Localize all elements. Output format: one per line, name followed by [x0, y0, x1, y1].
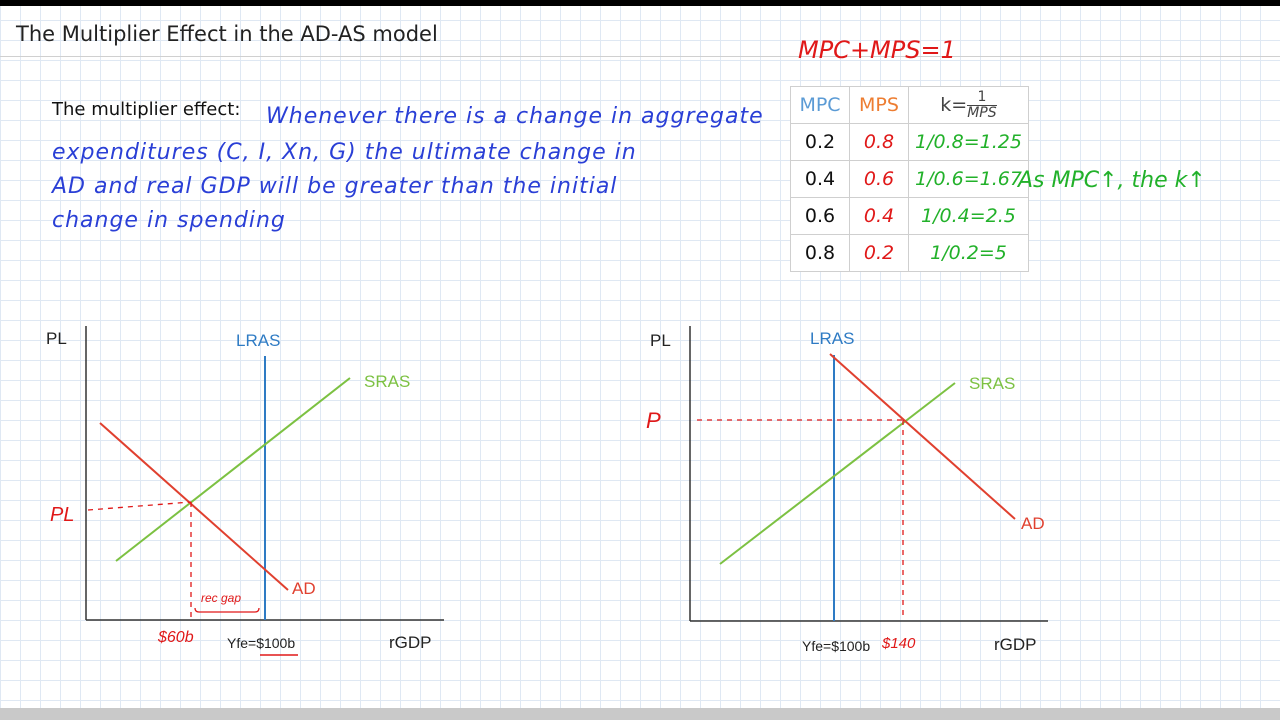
- cell-mpc: 0.2: [790, 123, 850, 161]
- cell-k: 1/0.8=1.25: [908, 123, 1029, 161]
- graph1-yfe-value: $100b: [256, 635, 295, 651]
- mpc-k-note: As MPC↑, the k↑: [1018, 168, 1206, 193]
- graph2-y-label: PL: [650, 331, 671, 350]
- graph1-yfe-prefix: Yfe=: [227, 635, 256, 651]
- graph-expansion: PL rGDP LRAS SRAS AD P Yfe=$100b $140: [646, 326, 1048, 654]
- graph1-sras-label: SRAS: [364, 372, 410, 391]
- graph2-price-mark: P: [646, 408, 661, 433]
- window-top-bar: [0, 0, 1280, 6]
- header-k-numerator: 1: [967, 89, 997, 106]
- graph1-sras-line: [115, 377, 351, 562]
- identity-mpc-mps: MPC+MPS=1: [798, 36, 956, 64]
- definition-line-1: Whenever there is a change in aggregate: [266, 104, 764, 129]
- graph-recessionary: PL rGDP LRAS SRAS AD PL $60b Yfe=$100b r…: [46, 326, 444, 656]
- cell-mpc: 0.6: [790, 197, 850, 235]
- graph1-y-label: PL: [46, 329, 67, 348]
- graph2-ad-line: [829, 353, 1016, 520]
- graph1-gap-brace: [194, 607, 260, 613]
- cell-mps: 0.2: [849, 234, 909, 272]
- table-row: 0.6 0.4 1/0.4=2.5: [790, 197, 1029, 235]
- table-row: 0.8 0.2 1/0.2=5: [790, 234, 1029, 272]
- graph2-ad-label: AD: [1021, 514, 1045, 533]
- graph2-gdp-mark: $140: [881, 635, 916, 652]
- cell-mps: 0.6: [849, 160, 909, 198]
- graph2-x-label: rGDP: [994, 635, 1037, 654]
- graph1-ad-line: [99, 422, 289, 591]
- cell-k: 1/0.2=5: [908, 234, 1029, 272]
- graph2-sras-line: [719, 382, 956, 565]
- graph2-yfe-label: Yfe=$100b: [802, 638, 870, 654]
- graph1-x-label: rGDP: [389, 633, 432, 652]
- definition-line-4: change in spending: [52, 208, 286, 233]
- header-mpc: MPC: [790, 86, 850, 124]
- cell-mpc: 0.4: [790, 160, 850, 198]
- cell-k: 1/0.4=2.5: [908, 197, 1029, 235]
- definition-line-3: AD and real GDP will be greater than the…: [52, 174, 618, 199]
- graph1-gap-label: rec gap: [201, 591, 241, 605]
- definition-label: The multiplier effect:: [52, 99, 241, 120]
- graph1-gdp-mark: $60b: [157, 629, 194, 646]
- page-title: The Multiplier Effect in the AD-AS model: [16, 22, 438, 46]
- definition-line-2: expenditures (C, I, Xn, G) the ultimate …: [52, 140, 637, 165]
- table-header-row: MPC MPS k= 1 MPS: [790, 86, 1029, 124]
- header-k-denominator: MPS: [967, 104, 997, 121]
- graph2-sras-label: SRAS: [969, 374, 1015, 393]
- multiplier-table: MPC MPS k= 1 MPS 0.2 0.8 1/0.8=1.25 0.4 0.…: [790, 86, 1029, 272]
- header-k-prefix: k=: [940, 93, 968, 116]
- graph1-lras-label: LRAS: [236, 331, 280, 350]
- graph2-lras-label: LRAS: [810, 329, 854, 348]
- cell-mpc: 0.8: [790, 234, 850, 272]
- header-k: k= 1 MPS: [908, 86, 1029, 124]
- graph1-yfe-label: Yfe=$100b: [227, 635, 295, 651]
- cell-mps: 0.4: [849, 197, 909, 235]
- graph1-ad-label: AD: [292, 579, 316, 598]
- window-bottom-bar: [0, 708, 1280, 720]
- graph1-price-dash: [87, 501, 192, 511]
- graph1-price-mark: PL: [50, 504, 74, 526]
- header-k-fraction: 1 MPS: [967, 89, 997, 121]
- title-divider: [0, 56, 1280, 57]
